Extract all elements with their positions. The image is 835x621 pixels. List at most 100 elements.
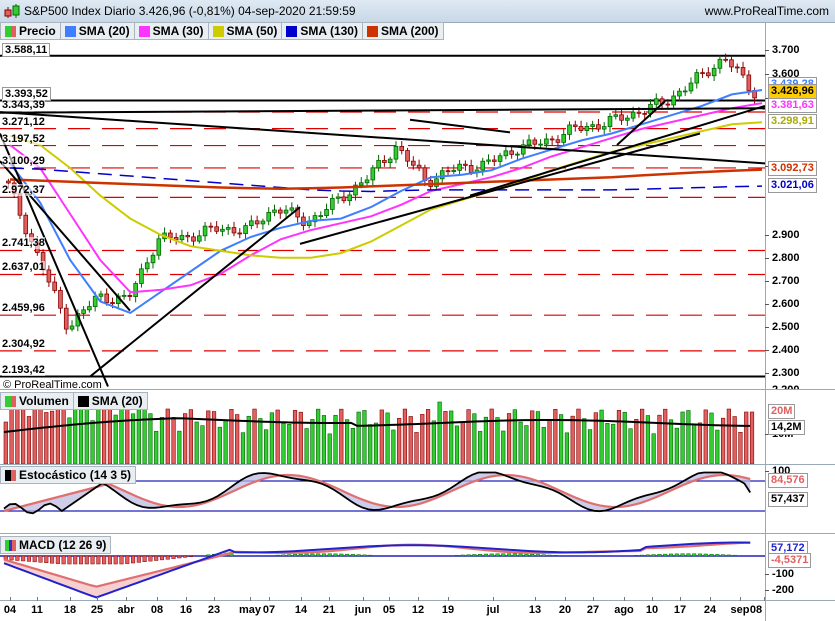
legend-macd[interactable]: MACD (12 26 9) xyxy=(1,537,110,553)
axis-tick: 2.300 xyxy=(765,367,800,379)
level-label: 3.393,52 xyxy=(2,87,51,102)
sma200-value-label: 3.092,73 xyxy=(768,161,817,176)
level-label: 2.459,96 xyxy=(2,302,45,315)
stochastic-legend: Estocástico (14 3 5) xyxy=(0,466,137,484)
date-label: 07 xyxy=(262,604,276,616)
level-label: 2.637,01 xyxy=(2,261,45,274)
axis-corner xyxy=(765,600,835,621)
price-pane[interactable] xyxy=(0,23,765,389)
level-label: 3.588,11 xyxy=(2,42,51,57)
date-tick xyxy=(301,597,302,601)
legend-sma50[interactable]: SMA (50) xyxy=(209,23,283,39)
website-link[interactable]: www.ProRealTime.com xyxy=(704,4,829,18)
legend-volume-sma20[interactable]: SMA (20) xyxy=(74,393,147,409)
sma200-swatch-icon xyxy=(366,25,378,37)
axis-tick: 2.500 xyxy=(765,321,800,333)
date-tick xyxy=(97,597,98,601)
level-label: 2.304,92 xyxy=(2,337,45,350)
axis-tick: 3.700 xyxy=(765,44,800,56)
price-legend: Precio SMA (20) SMA (30) SMA (50) SMA (1… xyxy=(0,22,444,40)
date-label: 13 xyxy=(528,604,542,616)
date-label: 10 xyxy=(645,604,659,616)
sma30-swatch-icon xyxy=(138,25,150,37)
legend-sma130[interactable]: SMA (130) xyxy=(282,23,363,39)
stochastic-axis: 100 84,576 57,437 xyxy=(764,465,835,533)
date-label: 25 xyxy=(90,604,104,616)
sma50-value-label: 3.298,91 xyxy=(768,114,817,129)
macd-value-label: 57,172 xyxy=(768,541,808,556)
date-label: abr xyxy=(117,604,135,616)
date-tick xyxy=(764,597,765,601)
date-label: sep xyxy=(730,604,750,616)
volume-sma-value-label: 14,2M xyxy=(768,420,805,435)
title-bar: S&P500 Index Diario 3.426,96 (-0,81%) 04… xyxy=(0,0,835,23)
axis-tick: 2.800 xyxy=(765,252,800,264)
date-label: 21 xyxy=(322,604,336,616)
date-tick xyxy=(448,597,449,601)
legend-sma20[interactable]: SMA (20) xyxy=(61,23,135,39)
sma20-swatch-icon xyxy=(64,25,76,37)
date-label: 18 xyxy=(63,604,77,616)
date-tick xyxy=(157,597,158,601)
stochastic-k-value-label: 57,437 xyxy=(768,492,808,507)
date-label: ago xyxy=(614,604,634,616)
level-label: 2.193,42 xyxy=(2,363,45,376)
level-label: 3.197,52 xyxy=(2,132,45,145)
price-chart[interactable] xyxy=(0,23,765,389)
price-axis[interactable]: 3.700 3.600 3.500 3.200 2.900 2.800 2.70… xyxy=(765,23,835,396)
date-tick xyxy=(10,597,11,601)
date-label: 16 xyxy=(179,604,193,616)
date-tick xyxy=(363,597,364,601)
date-label: 19 xyxy=(441,604,455,616)
date-tick xyxy=(250,597,251,601)
date-label: 14 xyxy=(294,604,308,616)
chart-title: S&P500 Index Diario 3.426,96 (-0,81%) 04… xyxy=(24,4,356,18)
level-label: 3.343,39 xyxy=(2,99,45,112)
date-label: 11 xyxy=(31,604,43,616)
volume-axis: 10M 20M 14,2M xyxy=(764,390,835,464)
stochastic-d-value-label: 84,576 xyxy=(768,473,808,488)
date-tick xyxy=(565,597,566,601)
level-label: 3.100,29 xyxy=(2,154,45,167)
volume-value-label: 20M xyxy=(768,404,796,419)
date-label: 23 xyxy=(207,604,221,616)
date-tick xyxy=(493,597,494,601)
date-label: 08 xyxy=(150,604,164,616)
date-label: 04 xyxy=(3,604,17,616)
level-label: 3.271,12 xyxy=(2,115,45,128)
date-label: 08 xyxy=(749,604,763,616)
legend-estocastico[interactable]: Estocástico (14 3 5) xyxy=(1,467,135,483)
date-label: jun xyxy=(354,604,372,616)
date-label: 05 xyxy=(382,604,396,616)
legend-sma30[interactable]: SMA (30) xyxy=(135,23,209,39)
legend-precio[interactable]: Precio xyxy=(1,23,61,39)
price-swatch-icon xyxy=(5,25,16,37)
legend-sma200[interactable]: SMA (200) xyxy=(363,23,443,39)
volume-legend: Volumen SMA (20) xyxy=(0,392,148,410)
date-tick xyxy=(214,597,215,601)
axis-tick: 2.600 xyxy=(765,298,800,310)
date-tick xyxy=(593,597,594,601)
price-value-label: 3.426,96 xyxy=(768,84,817,99)
axis-tick: -200 xyxy=(764,584,794,596)
date-label: 17 xyxy=(673,604,687,616)
date-label: jul xyxy=(486,604,500,616)
legend-volumen[interactable]: Volumen xyxy=(1,393,74,409)
date-tick xyxy=(652,597,653,601)
date-axis[interactable]: 04 11 18 25 abr 08 16 23 may 07 14 21 jun 05 12 19 jul 13… xyxy=(0,597,765,621)
date-tick xyxy=(418,597,419,601)
copyright: © ProRealTime.com xyxy=(3,379,102,391)
date-tick xyxy=(329,597,330,601)
sma30-value-label: 3.381,63 xyxy=(768,98,817,113)
axis-tick: 2.400 xyxy=(765,344,800,356)
date-label: 20 xyxy=(558,604,572,616)
date-tick xyxy=(269,597,270,601)
date-tick xyxy=(186,597,187,601)
macd-histogram-value-label: -4,5371 xyxy=(768,553,812,568)
date-tick xyxy=(37,597,38,601)
volume-swatch-icon xyxy=(5,395,16,407)
date-tick xyxy=(126,597,127,601)
macd-chart[interactable] xyxy=(0,534,765,600)
date-label: 12 xyxy=(411,604,425,616)
date-label: 24 xyxy=(703,604,717,616)
